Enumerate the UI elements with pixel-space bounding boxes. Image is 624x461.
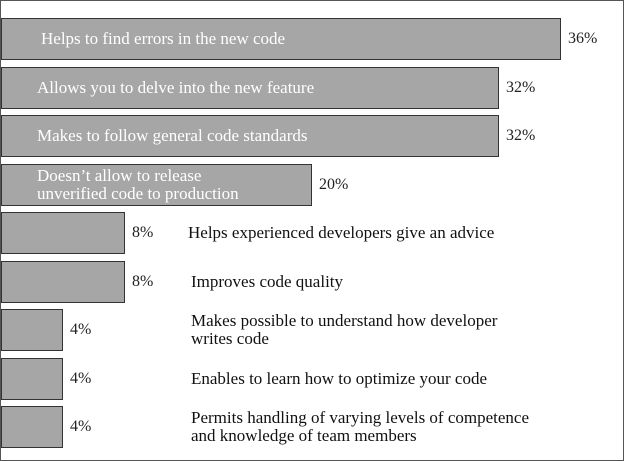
bar <box>1 18 561 60</box>
bar <box>1 164 312 206</box>
value-label: 36% <box>568 30 598 47</box>
bar-category-label: Improves code quality <box>191 272 344 291</box>
bar <box>1 309 63 351</box>
bar-category-label: Makes possible to understand how develop… <box>191 311 498 348</box>
value-label: 8% <box>132 273 154 290</box>
value-label: 32% <box>506 79 536 96</box>
value-label: 4% <box>70 370 92 387</box>
value-label: 32% <box>506 127 536 144</box>
bar-category-label: Allows you to delve into the new feature <box>37 78 315 97</box>
bar-category-label: Helps to find errors in the new code <box>41 29 286 48</box>
bar <box>1 115 499 157</box>
bar-category-label: Doesn’t allow to release unverified code… <box>37 166 239 203</box>
value-label: 4% <box>70 418 92 435</box>
bar-category-label: Enables to learn how to optimize your co… <box>191 369 487 388</box>
bar-category-label: Helps experienced developers give an adv… <box>188 223 495 242</box>
bar <box>1 358 63 400</box>
bar-category-label: Permits handling of varying levels of co… <box>191 408 530 445</box>
bar <box>1 406 63 448</box>
value-label: 8% <box>132 224 154 241</box>
value-label: 20% <box>319 176 349 193</box>
bar <box>1 261 125 303</box>
bar <box>1 67 499 109</box>
bar-category-label: Makes to follow general code standards <box>37 126 308 145</box>
bar <box>1 212 125 254</box>
value-label: 4% <box>70 321 92 338</box>
